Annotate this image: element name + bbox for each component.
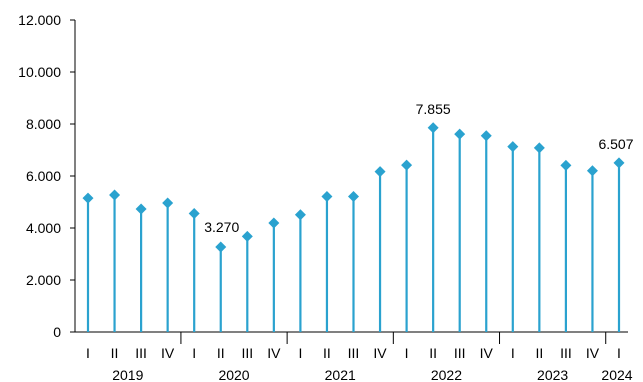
data-point-marker	[294, 209, 306, 221]
data-point-marker	[401, 159, 413, 171]
y-tick-label: 2.000	[26, 272, 61, 288]
x-year-label: 2020	[218, 367, 249, 382]
markers-layer	[82, 122, 625, 253]
x-quarter-label: III	[348, 345, 360, 361]
x-quarter-label: IV	[267, 345, 281, 361]
x-quarter-label: IV	[161, 345, 175, 361]
data-point-marker	[454, 128, 466, 140]
x-quarter-label: II	[217, 345, 225, 361]
data-point-marker	[109, 189, 121, 201]
x-year-label: 2023	[537, 367, 568, 382]
data-point-marker	[188, 207, 200, 219]
data-point-marker	[374, 166, 386, 178]
data-point-marker	[321, 191, 333, 203]
x-quarter-label: III	[454, 345, 466, 361]
data-point-marker	[268, 217, 280, 229]
data-value-label: 3.270	[204, 219, 239, 235]
x-quarter-label: IV	[586, 345, 600, 361]
data-value-label: 7.855	[416, 101, 451, 117]
y-tick-label: 12.000	[18, 12, 61, 28]
y-tick-label: 8.000	[26, 116, 61, 132]
data-point-marker	[586, 165, 598, 177]
x-year-label: 2024	[601, 367, 632, 382]
data-point-marker	[215, 241, 227, 253]
data-point-marker	[533, 142, 545, 154]
x-quarter-label: I	[617, 345, 621, 361]
x-year-label: 2022	[431, 367, 462, 382]
x-quarter-label: II	[111, 345, 119, 361]
data-point-marker	[613, 157, 625, 169]
data-point-marker	[427, 122, 439, 134]
x-quarter-label: IV	[480, 345, 494, 361]
y-tick-label: 0	[53, 324, 61, 340]
y-tick-label: 6.000	[26, 168, 61, 184]
x-quarter-label: III	[560, 345, 572, 361]
x-quarter-label: II	[535, 345, 543, 361]
data-point-marker	[480, 130, 492, 142]
data-point-marker	[348, 191, 359, 203]
data-value-label: 6.507	[598, 136, 633, 152]
x-quarter-label: I	[298, 345, 302, 361]
x-quarter-label: I	[405, 345, 409, 361]
data-point-marker	[162, 197, 174, 209]
stems-layer	[86, 127, 621, 332]
x-quarter-label: II	[429, 345, 437, 361]
x-quarter-label: IV	[373, 345, 387, 361]
data-point-marker	[135, 203, 147, 215]
data-labels-layer: 3.270 7.855 6.507	[204, 101, 633, 235]
y-tick-label: 10.000	[18, 64, 61, 80]
x-quarter-label: III	[135, 345, 147, 361]
y-tick-label: 4.000	[26, 220, 61, 236]
data-point-marker	[560, 159, 572, 171]
x-quarter-label: I	[192, 345, 196, 361]
data-point-marker	[241, 230, 253, 242]
x-year-label: 2021	[325, 367, 356, 382]
data-point-marker	[82, 192, 94, 204]
x-quarter-label: II	[323, 345, 331, 361]
y-axis: 0 2.000 4.000 6.000 8.000 10.000 12.000	[18, 12, 76, 340]
data-point-marker	[507, 141, 519, 153]
x-quarter-label: III	[241, 345, 253, 361]
x-year-label: 2019	[112, 367, 143, 382]
x-quarter-label: I	[511, 345, 515, 361]
x-quarter-label: I	[86, 345, 90, 361]
